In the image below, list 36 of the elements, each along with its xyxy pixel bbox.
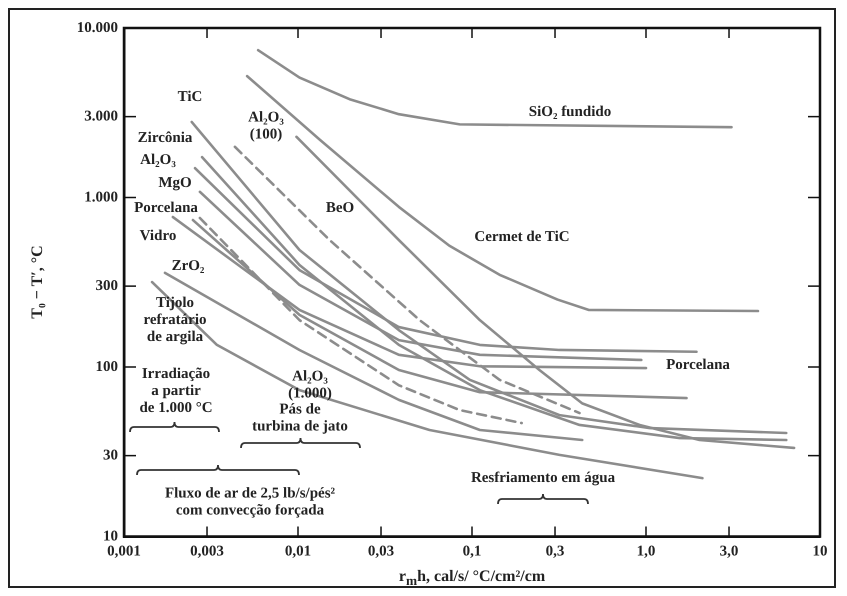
y-axis-title: T₀ − T′, °C: [29, 245, 47, 319]
annotation: Tijolo refratário de argila: [143, 294, 207, 345]
annotation: Pás de turbina de jato: [252, 401, 348, 434]
x-tick-label: 0,01: [284, 543, 312, 560]
annotation: Irradiação a partir de 1.000 °C: [139, 366, 213, 416]
y-tick-label: 30: [103, 448, 118, 464]
annotation: Fluxo de ar de 2,5 lb/s/pés² com convecção forçada: [164, 485, 336, 518]
y-tick-label: 10.000: [76, 20, 118, 36]
annotation: Porcelana: [666, 356, 730, 373]
annotation: MgO: [158, 174, 192, 191]
y-tick-label: 3.000: [84, 108, 118, 125]
y-tick-label: 300: [96, 278, 118, 294]
annotation: BeO: [326, 200, 354, 216]
x-tick-label: 10: [812, 543, 828, 560]
annotation: SiO₂ fundido: [528, 104, 612, 120]
annotation: Vidro: [140, 228, 176, 244]
x-tick-label: 0,3: [546, 543, 564, 560]
y-tick-label: 10: [103, 528, 118, 544]
annotation: ZrO₂: [172, 258, 205, 274]
x-tick-label: 0,03: [368, 543, 394, 560]
annotation: Al₂O₃ (100): [248, 109, 284, 142]
x-tick-label: 0,001: [107, 543, 141, 560]
x-tick-label: 1,0: [636, 543, 656, 560]
y-tick-label: 100: [96, 358, 118, 375]
annotation: Al₂O₃ (1.000): [288, 368, 332, 402]
annotation: Al₂O₃: [140, 152, 176, 168]
annotation: TiC: [178, 88, 202, 105]
x-tick-label: 0,003: [190, 543, 224, 560]
annotation: Porcelana: [134, 200, 198, 216]
x-tick-label: 0,1: [462, 543, 482, 560]
y-tick-label: 1.000: [84, 189, 118, 206]
annotation: Zircônia: [138, 130, 193, 146]
annotation: Cermet de TiC: [474, 228, 570, 245]
x-axis-title: r$_{m}$h, cal/s/ °C/cm²/cm: [398, 568, 546, 590]
x-tick-label: 3,0: [720, 543, 738, 560]
annotation: Resfriamento em água: [470, 470, 616, 486]
